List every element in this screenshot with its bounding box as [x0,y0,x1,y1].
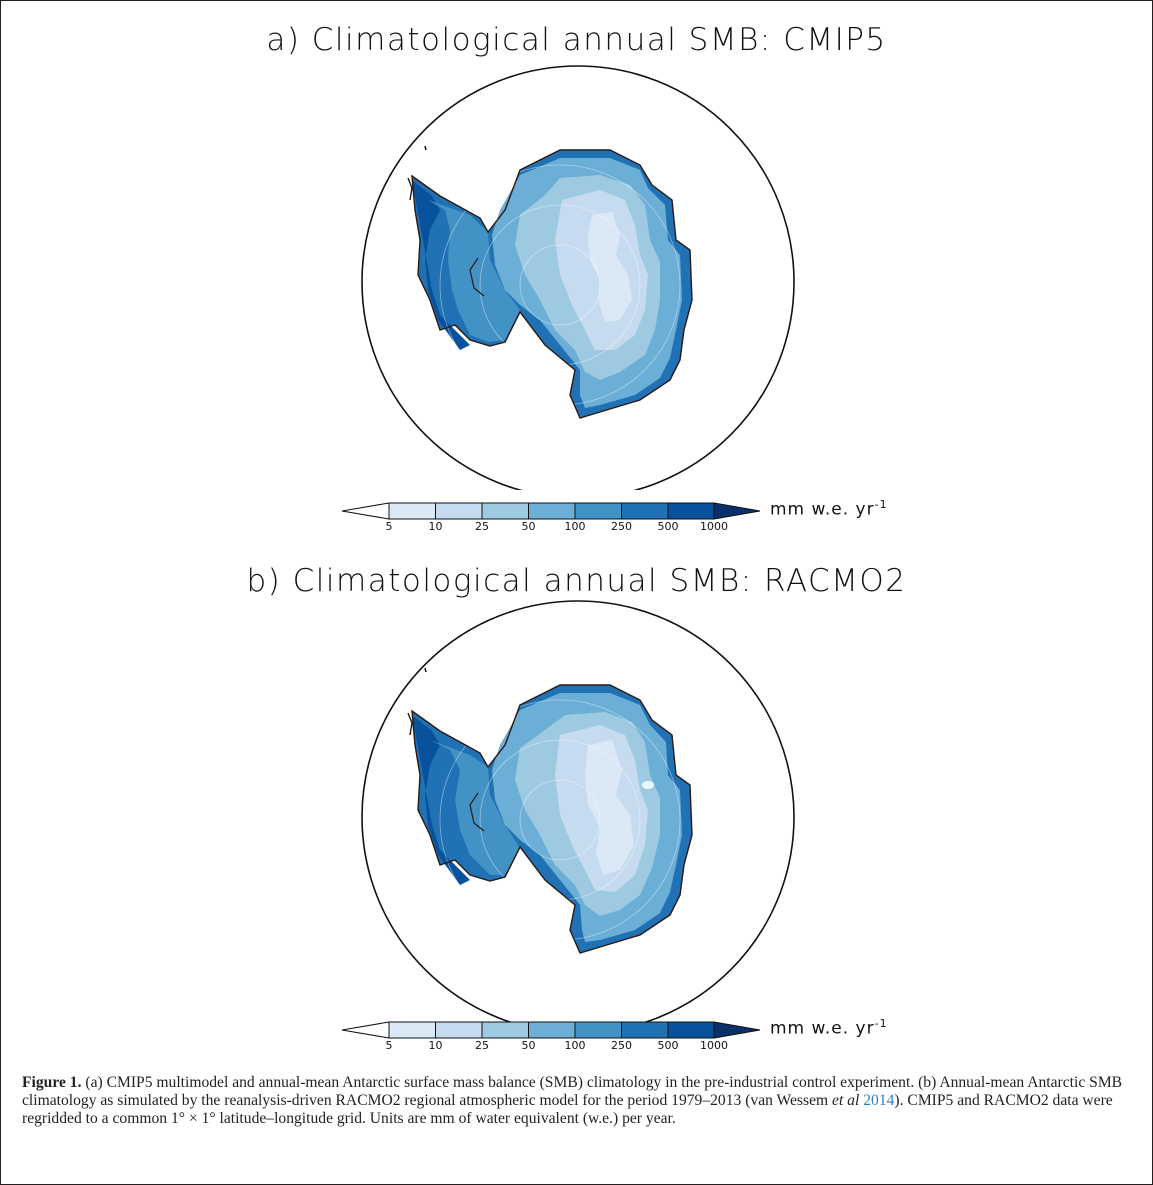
panel-a-tick-label: 5 [386,520,393,533]
panel-a-map [361,65,795,490]
caption-label: Figure 1. [22,1074,82,1091]
panel-b-tick-label: 10 [429,1039,443,1052]
panel-b-tick-label: 1000 [700,1039,728,1052]
panel-b-colorbar-units: mm w.e. yr-1 [770,1017,888,1039]
panel-a-tick-label: 1000 [700,520,728,533]
panel-b-title: b) Climatological annual SMB: RACMO2 [246,563,907,599]
panel-a-title: a) Climatological annual SMB: CMIP5 [266,22,887,58]
caption-text-2: ). CMIP5 and RACMO2 data were regridded … [22,1092,1113,1127]
caption-citation-link[interactable]: 2014 [863,1092,895,1109]
panel-b-tick-label: 5 [386,1039,393,1052]
caption-etal: et al [832,1092,860,1109]
panel-b-tick-label: 100 [565,1039,586,1052]
figure-caption: Figure 1. (a) CMIP5 multimodel and annua… [22,1074,1134,1128]
panel-b-coastline [411,684,693,954]
panel-a-tick-label: 500 [658,520,679,533]
panel-a-tick-label: 25 [475,520,489,533]
panel-a-tick-label: 250 [611,520,632,533]
panel-b-tick-label: 500 [658,1039,679,1052]
panel-b-colorbar-cells [341,1021,761,1039]
caption-text-1: (a) CMIP5 multimodel and annual-mean Ant… [22,1074,1123,1109]
panel-a-colorbar: 5 10 25 50 100 250 500 1000 [341,502,761,533]
panel-a-tick-label: 100 [565,520,586,533]
panel-b-tick-label: 50 [522,1039,536,1052]
panel-a-colorbar-units: mm w.e. yr-1 [770,498,888,520]
panel-b-map [361,600,795,1034]
panel-b-colorbar: 5 10 25 50 100 250 500 1000 [341,1021,761,1052]
panel-a-tick-label: 50 [522,520,536,533]
panel-b-tick-label: 25 [475,1039,489,1052]
panel-a-smb-field [412,150,692,418]
panel-a-tick-label: 10 [429,520,443,533]
panel-b-tick-label: 250 [611,1039,632,1052]
panel-a-coastline [411,149,693,419]
panel-b-smb-field [412,685,692,953]
panel-a-colorbar-cells [341,502,761,520]
